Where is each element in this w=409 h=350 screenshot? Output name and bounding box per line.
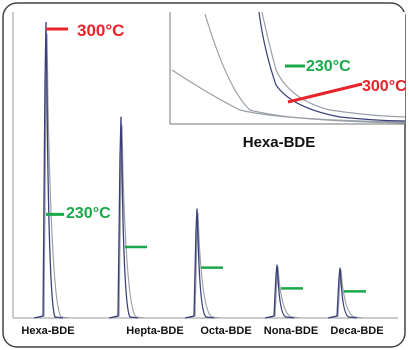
inset-title: Hexa-BDE — [243, 134, 316, 151]
label-230-inset: 230°C — [306, 58, 351, 75]
trace-300-hepta-bde — [108, 116, 139, 319]
label-230-main: 230°C — [66, 205, 111, 222]
trace-300-nona-bde — [264, 264, 295, 319]
peak-label-nona-bde: Nona-BDE — [264, 325, 318, 337]
peak-label-hexa-bde: Hexa-BDE — [21, 325, 74, 337]
label-300-inset: 300°C — [362, 78, 407, 95]
inset-trace-right-inner — [258, 11, 406, 122]
inset-trace-left-inner — [204, 13, 406, 124]
trace-300-octa-bde — [184, 208, 215, 319]
inset-trace-right-outer — [261, 11, 406, 118]
inset-traces — [171, 11, 406, 124]
marker-300-inset — [287, 82, 363, 104]
inset-box — [170, 12, 405, 124]
trace-230-hepta-bde — [109, 124, 145, 319]
main-markers — [46, 212, 366, 293]
peak-label-deca-bde: Deca-BDE — [330, 325, 383, 337]
peak-label-hepta-bde: Hepta-BDE — [126, 325, 183, 337]
trace-300-deca-bde — [327, 267, 358, 319]
peak-label-octa-bde: Octa-BDE — [200, 325, 251, 337]
main-traces — [33, 21, 364, 319]
inset-trace-left-outer — [171, 69, 406, 123]
trace-300-hexa-bde — [33, 21, 64, 319]
label-300-main: 300°C — [77, 21, 124, 40]
main-peak-labels: Hexa-BDE Hepta-BDE Octa-BDE Nona-BDE Deca-BD… — [21, 325, 383, 337]
trace-230-hexa-bde — [34, 33, 70, 319]
